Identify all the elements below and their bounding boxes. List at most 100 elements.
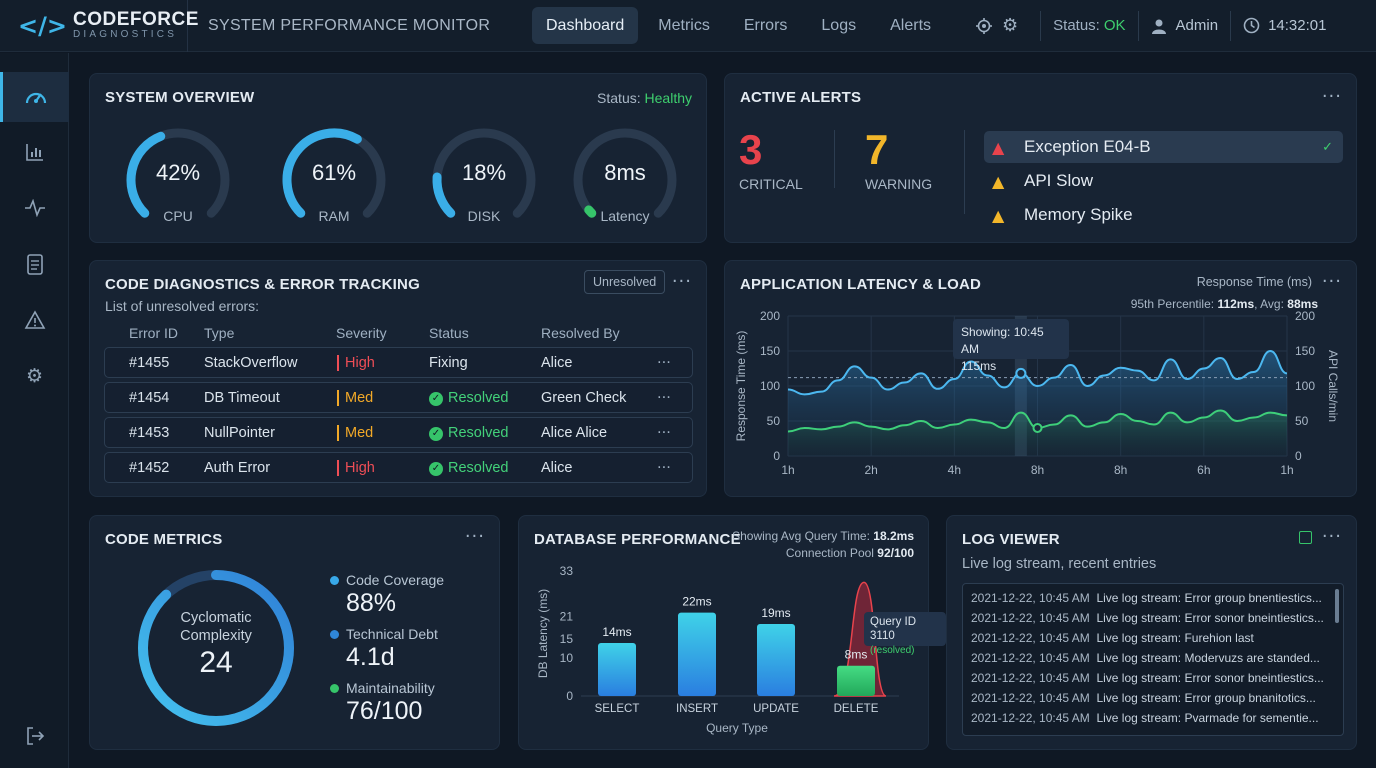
table-row[interactable]: #1452 Auth Error High ✓ Resolved Alice ·… bbox=[104, 452, 693, 483]
document-icon bbox=[26, 253, 43, 275]
gauge-latency: 8ms Latency bbox=[570, 124, 680, 234]
critical-label: CRITICAL bbox=[739, 176, 803, 192]
error-status: Resolved bbox=[448, 390, 509, 406]
gauge-ram-value: 61% bbox=[311, 160, 357, 185]
user-name[interactable]: Admin bbox=[1175, 17, 1219, 34]
table-row[interactable]: #1455 StackOverflow High Fixing Alice ··… bbox=[104, 347, 693, 378]
gear-icon: ⚙ bbox=[25, 365, 44, 387]
more-options-button[interactable]: ··· bbox=[671, 271, 692, 292]
x-tick-label: INSERT bbox=[676, 703, 718, 715]
nav-metrics[interactable]: Metrics bbox=[658, 16, 710, 34]
more-options-button[interactable]: ··· bbox=[1321, 526, 1342, 547]
more-options-button[interactable]: ··· bbox=[1321, 86, 1342, 107]
system-overview-panel: SYSTEM OVERVIEW Status: Healthy 42% CPU … bbox=[89, 73, 707, 243]
chart-tooltip: Showing: 10:45 AM 115ms bbox=[953, 319, 1069, 373]
alert-item-label: Memory Spike bbox=[1024, 205, 1133, 224]
y-tick-label: 100 bbox=[760, 379, 780, 393]
active-alerts-panel: ACTIVE ALERTS ··· 3 CRITICAL 7 WARNING ▲… bbox=[724, 73, 1357, 243]
legend-dot bbox=[330, 630, 339, 639]
data-label: 19ms bbox=[761, 606, 790, 620]
pool-label: Connection Pool bbox=[785, 546, 874, 560]
logo-main-text: CODEFORCE bbox=[72, 8, 199, 30]
sidebar-item-settings[interactable]: ⚙ bbox=[0, 351, 69, 401]
sidebar-item-alerts[interactable] bbox=[0, 295, 69, 345]
latency-panel: APPLICATION LATENCY & LOAD Response Time… bbox=[724, 260, 1357, 497]
log-scrollbar[interactable] bbox=[1335, 589, 1339, 623]
nav-alerts[interactable]: Alerts bbox=[890, 16, 932, 34]
gauge-disk: 18% DISK bbox=[429, 124, 539, 234]
alert-item-memory-spike[interactable]: ▲ Memory Spike bbox=[984, 199, 1343, 231]
table-row[interactable]: #1454 DB Timeout Med ✓ Resolved Green Ch… bbox=[104, 382, 693, 413]
gear-icon[interactable]: ⚙ bbox=[1002, 15, 1019, 36]
log-message: Live log stream: Furehion last bbox=[1096, 631, 1254, 645]
nav-errors[interactable]: Errors bbox=[743, 16, 788, 34]
bar-insert bbox=[678, 612, 716, 696]
expand-icon[interactable] bbox=[1299, 531, 1312, 544]
row-more-button[interactable]: ··· bbox=[657, 425, 671, 441]
sidebar-item-dashboard[interactable] bbox=[0, 72, 69, 122]
severity-badge: Med bbox=[337, 390, 373, 406]
log-list[interactable]: 2021-12-22, 10:45 AM Live log stream: Er… bbox=[962, 583, 1344, 736]
sidebar-item-logout[interactable] bbox=[0, 711, 69, 761]
clock-icon bbox=[1243, 17, 1260, 34]
sidebar-item-metrics[interactable] bbox=[0, 127, 69, 177]
warning-count: 7 bbox=[865, 126, 889, 173]
gauge-latency-arc bbox=[573, 128, 677, 218]
y-axis-label: Response Time (ms) bbox=[734, 331, 748, 442]
x-tick-label: UPDATE bbox=[753, 703, 799, 715]
avg-value: 88ms bbox=[1287, 297, 1318, 311]
panel-title: DATABASE PERFORMANCE bbox=[534, 531, 741, 548]
code-logo-icon: </> bbox=[18, 11, 67, 40]
y-tick-label: 21 bbox=[560, 609, 574, 623]
ring-fill bbox=[138, 570, 294, 726]
legend-dot bbox=[330, 576, 339, 585]
overview-status: Status: Healthy bbox=[597, 90, 692, 106]
log-timestamp: 2021-12-22, 10:45 AM bbox=[971, 691, 1090, 705]
row-more-button[interactable]: ··· bbox=[657, 355, 671, 371]
x-tick-label: 8h bbox=[1114, 463, 1127, 477]
gauge-cpu-arc bbox=[126, 128, 230, 218]
unresolved-filter-button[interactable]: Unresolved bbox=[584, 270, 666, 294]
sidebar-item-logs[interactable] bbox=[0, 239, 69, 289]
divider bbox=[1230, 10, 1232, 41]
log-timestamp: 2021-12-22, 10:45 AM bbox=[971, 591, 1090, 605]
sidebar-item-activity[interactable] bbox=[0, 183, 69, 233]
metric-label: Code Coverage bbox=[346, 572, 445, 588]
error-id: #1455 bbox=[129, 355, 170, 371]
alert-item-exception[interactable]: ▲ Exception E04-B ✓ bbox=[984, 131, 1343, 163]
y2-tick-label: 100 bbox=[1295, 379, 1315, 393]
error-status: Resolved bbox=[448, 425, 509, 441]
row-more-button[interactable]: ··· bbox=[657, 460, 671, 476]
header-tools: ⚙ Status: OK Admin 14:32:01 bbox=[975, 0, 1326, 52]
database-panel: DATABASE PERFORMANCE Showing Avg Query T… bbox=[518, 515, 946, 751]
warning-icon: ▲ bbox=[992, 205, 1005, 225]
more-options-button[interactable]: ··· bbox=[1321, 271, 1342, 292]
bar-update bbox=[757, 624, 795, 696]
log-entry: 2021-12-22, 10:45 AM Live log stream: Fu… bbox=[971, 631, 1254, 645]
gauge-ram-label: RAM bbox=[318, 208, 350, 224]
table-row[interactable]: #1453 NullPointer Med ✓ Resolved Alice A… bbox=[104, 417, 693, 448]
user-icon bbox=[1151, 19, 1166, 34]
more-options-button[interactable]: ··· bbox=[464, 526, 485, 547]
metric-value: 4.1d bbox=[346, 643, 395, 671]
gauge-disk-arc bbox=[432, 128, 536, 218]
latency-line-chart[interactable]: 0 0 50 50 100 100 150 150 200 200 1h 2h 4h 8h 8h 6h 1h Re… bbox=[725, 261, 1358, 498]
gauge-ram: 61% RAM bbox=[279, 124, 389, 234]
check-circle-icon: ✓ bbox=[429, 390, 448, 406]
pool-value: 92/100 bbox=[877, 546, 914, 560]
y-axis-label: DB Latency (ms) bbox=[536, 589, 550, 678]
metric-legend-coverage: Code Coverage bbox=[330, 572, 444, 588]
avg-query-label: Showing Avg Query Time: bbox=[732, 529, 870, 543]
nav-logs[interactable]: Logs bbox=[821, 16, 857, 34]
nav-dashboard[interactable]: Dashboard bbox=[532, 7, 639, 44]
row-more-button[interactable]: ··· bbox=[657, 390, 671, 406]
x-tick-label: 2h bbox=[864, 463, 877, 477]
metric-label: Maintainability bbox=[346, 680, 435, 696]
api-calls-area bbox=[788, 410, 1287, 456]
db-bar-chart[interactable]: 0 10 15 21 33 DB Latency (ms) Query Type 14ms SE… bbox=[519, 516, 930, 751]
y2-tick-label: 50 bbox=[1295, 414, 1309, 428]
bug-icon[interactable] bbox=[975, 17, 993, 35]
logo[interactable]: </> CODEFORCE DIAGNOSTICS bbox=[0, 0, 198, 52]
alert-item-api-slow[interactable]: ▲ API Slow bbox=[984, 165, 1343, 197]
code-metrics-panel: CODE METRICS ··· Cyclomatic Complexity 2… bbox=[89, 515, 500, 750]
